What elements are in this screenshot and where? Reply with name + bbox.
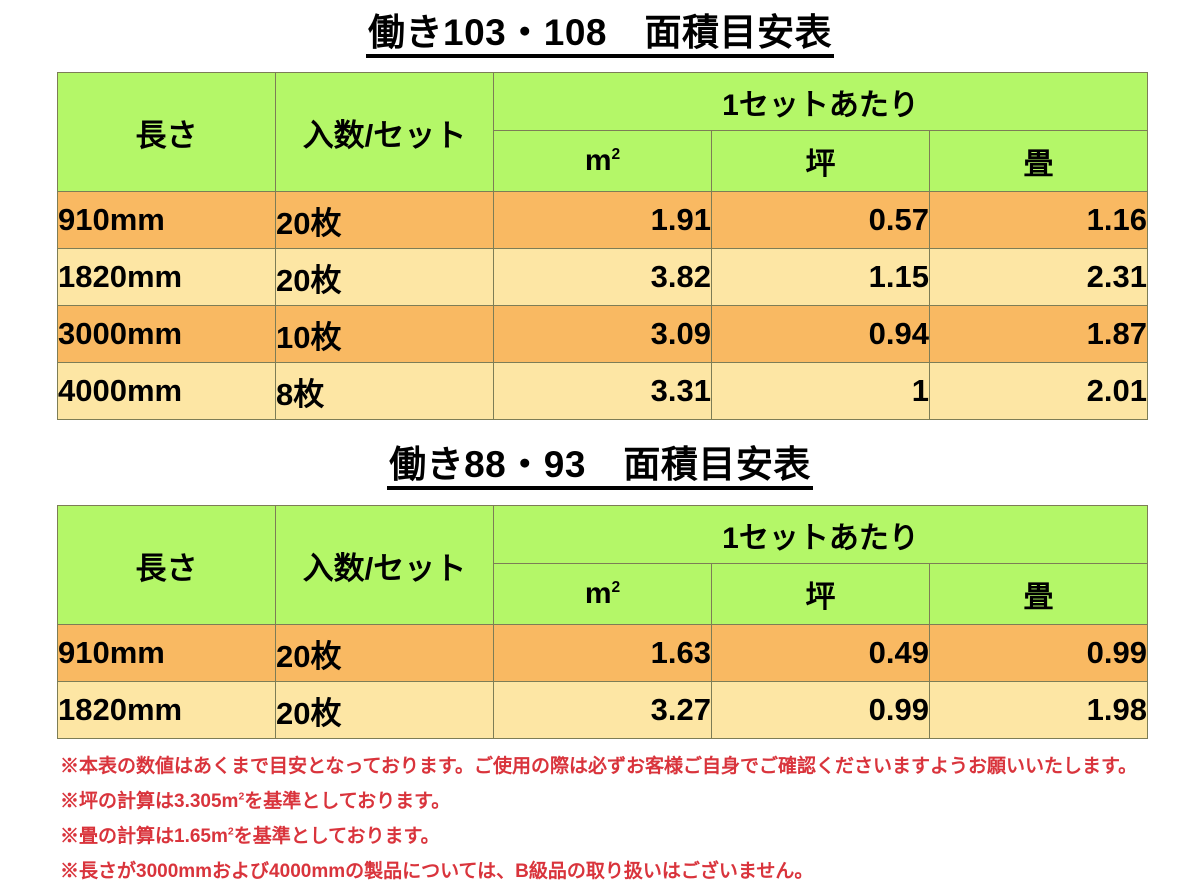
area-table-2-wrapper: 長さ 入数/セット 1セットあたり m2 坪 畳 910mm 20枚 1.63 xyxy=(57,505,1149,739)
footnote-text-before: ※長さが3000mmおよび4000mmの製品については、B級品の取り扱いはござい… xyxy=(60,861,814,882)
cell-tsubo: 0.99 xyxy=(711,681,930,739)
header-row-units: m2 坪 畳 xyxy=(58,563,1149,625)
footnote-superscript: 2 xyxy=(238,791,245,803)
footnote-text-before: ※坪の計算は3.305m xyxy=(60,791,239,812)
cell-m2: 1.91 xyxy=(493,191,712,249)
table-row: 910mm 20枚 1.91 0.57 1.16 xyxy=(57,191,1149,249)
cell-tsubo: 1.15 xyxy=(711,248,930,306)
cell-jo: 1.87 xyxy=(928,305,1149,363)
cell-length: 1820mm xyxy=(57,248,276,306)
table-2-title: 働き88・93 面積目安表 xyxy=(0,446,1200,490)
square-meter-base: m xyxy=(584,577,612,610)
cell-qty: 20枚 xyxy=(275,191,494,249)
cell-jo: 1.98 xyxy=(928,681,1149,739)
cell-qty: 20枚 xyxy=(275,248,494,306)
header-unit-tsubo: 坪 xyxy=(711,563,930,625)
header-row-units: m2 坪 畳 xyxy=(58,130,1149,192)
square-meter-label: m2 xyxy=(585,144,620,177)
cell-jo: 2.31 xyxy=(928,248,1149,306)
footnote-item: ※畳の計算は1.65m2を基準としております。 xyxy=(60,819,1200,854)
footnote-text-before: ※畳の計算は1.65m xyxy=(60,826,228,847)
header-length: 長さ xyxy=(57,505,276,625)
footnote-item: ※坪の計算は3.305m2を基準としております。 xyxy=(60,784,1200,819)
table-2-title-text: 働き88・93 面積目安表 xyxy=(387,446,813,490)
header-length: 長さ xyxy=(57,72,276,192)
cell-length: 3000mm xyxy=(57,305,276,363)
footnote-item: ※長さが3000mmおよび4000mmの製品については、B級品の取り扱いはござい… xyxy=(60,854,1200,889)
header-per-set: 1セットあたり xyxy=(492,505,1149,564)
cell-tsubo: 0.57 xyxy=(711,191,930,249)
cell-qty: 8枚 xyxy=(275,362,494,420)
square-meter-superscript: 2 xyxy=(611,579,621,596)
square-meter-superscript: 2 xyxy=(611,146,621,163)
cell-jo: 2.01 xyxy=(928,362,1149,420)
cell-length: 4000mm xyxy=(57,362,276,420)
area-table-1: 長さ 入数/セット 1セットあたり m2 坪 畳 910mm 20枚 1.91 xyxy=(57,72,1149,420)
cell-m2: 3.82 xyxy=(493,248,712,306)
square-meter-label: m2 xyxy=(585,577,620,610)
area-table-2: 長さ 入数/セット 1セットあたり m2 坪 畳 910mm 20枚 1.63 xyxy=(57,505,1149,739)
cell-m2: 3.27 xyxy=(493,681,712,739)
table-row: 1820mm 20枚 3.27 0.99 1.98 xyxy=(57,681,1149,739)
area-table-2-body: 910mm 20枚 1.63 0.49 0.99 1820mm 20枚 3.27… xyxy=(57,624,1149,739)
table-1-title: 働き103・108 面積目安表 xyxy=(0,14,1200,58)
footnote-text-before: ※本表の数値はあくまで目安となっております。ご使用の際は必ずお客様ご自身でご確認… xyxy=(60,756,1138,777)
header-unit-square-meter: m2 xyxy=(493,130,712,192)
cell-length: 910mm xyxy=(57,624,276,682)
header-unit-jo: 畳 xyxy=(928,563,1149,625)
table-row: 1820mm 20枚 3.82 1.15 2.31 xyxy=(57,248,1149,306)
header-qty-per-set: 入数/セット xyxy=(275,72,494,192)
cell-tsubo: 0.94 xyxy=(711,305,930,363)
cell-length: 1820mm xyxy=(57,681,276,739)
table-1-title-text: 働き103・108 面積目安表 xyxy=(366,14,834,58)
header-per-set: 1セットあたり xyxy=(492,72,1149,131)
cell-jo: 0.99 xyxy=(928,624,1149,682)
header-qty-per-set: 入数/セット xyxy=(275,505,494,625)
footnote-item: ※本表の数値はあくまで目安となっております。ご使用の際は必ずお客様ご自身でご確認… xyxy=(60,749,1200,784)
cell-tsubo: 0.49 xyxy=(711,624,930,682)
cell-length: 910mm xyxy=(57,191,276,249)
header-unit-tsubo: 坪 xyxy=(711,130,930,192)
area-table-1-body: 910mm 20枚 1.91 0.57 1.16 1820mm 20枚 3.82… xyxy=(57,191,1149,420)
area-table-1-wrapper: 長さ 入数/セット 1セットあたり m2 坪 畳 910mm 20枚 1.91 xyxy=(57,72,1149,420)
area-table-1-header: 長さ 入数/セット 1セットあたり m2 坪 畳 xyxy=(57,72,1149,192)
footnote-superscript: 2 xyxy=(227,826,234,838)
area-table-2-header: 長さ 入数/セット 1セットあたり m2 坪 畳 xyxy=(57,505,1149,625)
cell-jo: 1.16 xyxy=(928,191,1149,249)
cell-tsubo: 1 xyxy=(711,362,930,420)
footnotes: ※本表の数値はあくまで目安となっております。ご使用の際は必ずお客様ご自身でご確認… xyxy=(60,749,1200,889)
table-row: 3000mm 10枚 3.09 0.94 1.87 xyxy=(57,305,1149,363)
footnote-text-after: を基準としております。 xyxy=(233,826,440,847)
footnote-text-after: を基準としております。 xyxy=(244,791,451,812)
table-row: 910mm 20枚 1.63 0.49 0.99 xyxy=(57,624,1149,682)
header-row-top: 長さ 入数/セット 1セットあたり xyxy=(57,505,1149,625)
header-unit-jo: 畳 xyxy=(928,130,1149,192)
cell-m2: 1.63 xyxy=(493,624,712,682)
table-row: 4000mm 8枚 3.31 1 2.01 xyxy=(57,362,1149,420)
cell-qty: 20枚 xyxy=(275,681,494,739)
cell-qty: 10枚 xyxy=(275,305,494,363)
cell-qty: 20枚 xyxy=(275,624,494,682)
cell-m2: 3.09 xyxy=(493,305,712,363)
square-meter-base: m xyxy=(584,144,612,177)
cell-m2: 3.31 xyxy=(493,362,712,420)
header-unit-square-meter: m2 xyxy=(493,563,712,625)
header-row-top: 長さ 入数/セット 1セットあたり xyxy=(57,72,1149,192)
